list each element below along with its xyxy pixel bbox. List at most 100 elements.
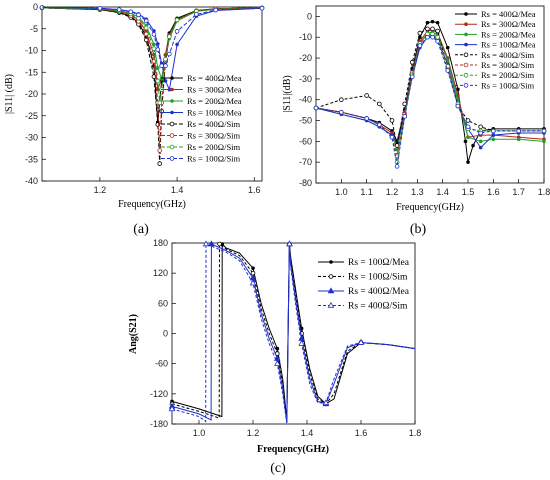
chart-a-ticks: 1.2 1.4 1.6 0 -5 -10 -15 -20 -25 -30 -35 -40 (25, 2, 261, 195)
chart-a-xtick-label: 1.2 (94, 185, 107, 195)
chart-a-series (39, 5, 265, 166)
chart-a-legend-marker (169, 156, 175, 161)
chart-b-xtick-label: 1.7 (512, 187, 525, 197)
chart-a-ytick-label: -30 (25, 133, 38, 143)
chart-a-xlabel: Frequency(GHz) (118, 199, 186, 210)
chart-b-legend-marker (464, 12, 468, 16)
chart-b-data-point (394, 143, 400, 148)
chart-b-data-point (402, 101, 407, 107)
chart-c-ticks: 1.0 1.2 1.4 1.6 1.8 180 120 60 0 -60 -120 -180 (150, 238, 421, 438)
chart-a-data-point (194, 12, 199, 17)
chart-a-data-point (155, 47, 161, 52)
chart-c-data-point (217, 241, 222, 247)
chart-b-legend-marker (463, 62, 469, 68)
chart-b-data-point (402, 114, 407, 119)
chart-b-data-point (465, 118, 471, 123)
chart-c-data-point (202, 240, 210, 247)
chart-b-data-point (516, 128, 521, 134)
chart-b-data-point (445, 45, 450, 50)
chart-a-ytick-label: -25 (25, 111, 38, 121)
chart-a-legend-marker (170, 87, 174, 92)
chart-b-data-point (377, 101, 382, 107)
chart-c-ytick-label: -120 (150, 389, 168, 399)
chart-b-data-point (491, 133, 496, 137)
chart-a-data-point (159, 63, 164, 69)
chart-b-data-point (339, 97, 344, 103)
chart-c-data-point (251, 266, 255, 270)
chart-c-ylabel: Ang(S21) (128, 314, 139, 354)
chart-b-data-point (430, 19, 435, 24)
chart-c-data-point (322, 399, 330, 406)
chart-a-ytick-label: -35 (25, 154, 38, 164)
chart-b-legend-marker (463, 72, 469, 78)
chart-b: 1.0 1.1 1.2 1.3 1.4 1.5 1.6 1.7 1.8 0 -10 -20 -30 -40… (282, 5, 550, 237)
chart-b-data-point (445, 68, 451, 73)
chart-c-data-point (286, 240, 293, 247)
chart-c-series-line (171, 243, 416, 424)
chart-b-legend-label: Rs = 100Ω/Mea (481, 40, 536, 50)
chart-c-xtick-label: 1.2 (247, 428, 260, 438)
chart-c-legend-marker (327, 287, 335, 294)
chart-b-data-point (435, 34, 440, 40)
chart-b-data-point (435, 20, 440, 25)
chart-b-ytick-label: -70 (299, 157, 312, 167)
chart-b-data-point (409, 74, 415, 80)
chart-b-panel-label: (b) (410, 222, 427, 237)
chart-a-legend-label: Rs = 300Ω/Sim (187, 131, 241, 141)
chart-b-data-point (430, 26, 435, 32)
chart-b-xtick-label: 1.8 (538, 187, 550, 197)
chart-b-data-point (465, 124, 471, 130)
chart-b-data-point (364, 116, 369, 121)
chart-c-legend-marker (327, 301, 335, 308)
chart-a-ytick-label: -10 (25, 46, 38, 56)
chart-c-ytick-label: 60 (158, 298, 168, 308)
chart-b-data-point (339, 109, 344, 115)
chart-a-data-point (174, 17, 180, 23)
chart-b-data-point (430, 34, 435, 40)
chart-a-legend-label: Rs = 300Ω/Mea (187, 85, 242, 95)
chart-a-data-point (157, 148, 163, 153)
chart-b-xtick-label: 1.1 (360, 187, 373, 197)
chart-b-data-point (425, 20, 430, 25)
chart-a-data-point (174, 29, 180, 34)
chart-a-legend-label: Rs = 200Ω/Sim (187, 142, 241, 152)
chart-b-ytick-label: -10 (299, 32, 312, 42)
chart-b-data-point (418, 35, 422, 40)
chart-c-xtick-label: 1.8 (409, 428, 422, 438)
chart-b-xlabel: Frequency(GHz) (396, 202, 464, 213)
chart-b-data-point (409, 59, 415, 65)
chart-b-legend-marker (464, 42, 468, 47)
chart-b-xtick-label: 1.2 (386, 187, 399, 197)
chart-b-legend-label: Rs = 200Ω/Mea (481, 29, 536, 39)
chart-b-legend-label: Rs = 400Ω/Sim (481, 50, 535, 60)
chart-b-legend-marker (463, 52, 469, 58)
chart-a-data-point (143, 25, 149, 31)
chart-a: 1.2 1.4 1.6 0 -5 -10 -15 -20 -25 -30 -35 -40 Freque… (4, 2, 265, 237)
chart-c-data-point (168, 405, 176, 412)
chart-b-data-point (417, 43, 423, 48)
chart-b-data-point (466, 135, 470, 139)
chart-c-ytick-label: 120 (153, 268, 168, 278)
chart-a-legend-marker (169, 121, 175, 127)
chart-b-data-point (377, 122, 382, 127)
chart-b-data-point (478, 124, 483, 130)
chart-b-data-point (516, 137, 521, 142)
chart-b-data-point (425, 34, 430, 40)
chart-a-data-point (152, 29, 156, 33)
chart-c-xtick-label: 1.0 (193, 428, 206, 438)
chart-b-data-point (425, 26, 430, 32)
chart-c-data-point (208, 240, 215, 247)
chart-a-legend-label: Rs = 100Ω/Sim (187, 154, 241, 164)
chart-c-ytick-label: 180 (153, 238, 168, 248)
chart-b-ytick-label: -50 (299, 116, 312, 126)
chart-c: 1.0 1.2 1.4 1.6 1.8 180 120 60 0 -60 -120 -180 Freq… (128, 238, 421, 476)
chart-b-data-point (491, 128, 496, 134)
chart-a-data-point (167, 34, 172, 39)
chart-b-data-point (435, 28, 440, 34)
chart-b-xtick-label: 1.6 (487, 187, 500, 197)
chart-c-legend-label: Rs = 400Ω/Sim (348, 302, 408, 312)
chart-b-ticks: 1.0 1.1 1.2 1.3 1.4 1.5 1.6 1.7 1.8 0 -10 -20 -30 -40… (299, 11, 550, 197)
chart-b-series (313, 19, 547, 169)
